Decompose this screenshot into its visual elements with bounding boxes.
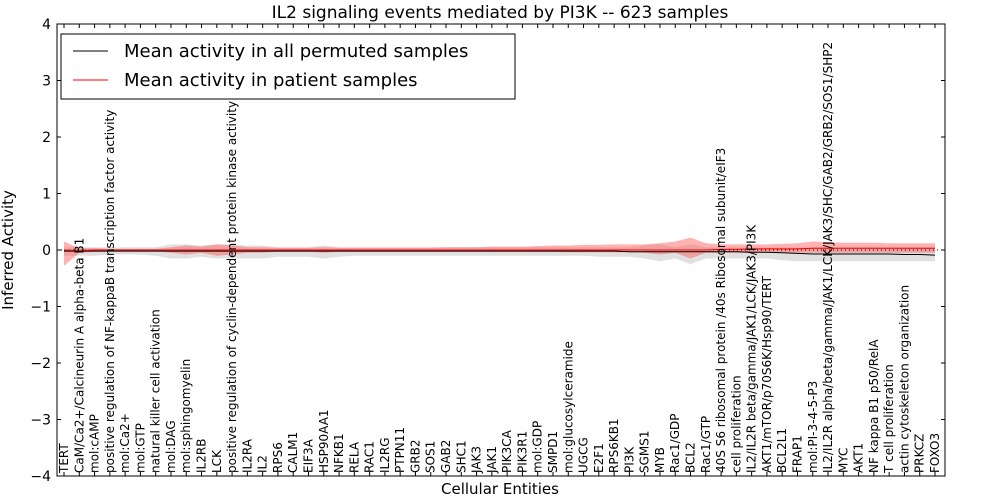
- x-tick-label: PTPN11: [393, 427, 407, 473]
- x-tick-label: E2F1: [592, 443, 606, 473]
- x-tick-label: NFKB1: [332, 433, 346, 473]
- legend-label-permuted: Mean activity in all permuted samples: [124, 41, 468, 62]
- x-tick-label: actin cytoskeleton organization: [897, 285, 911, 473]
- x-tick-label: T cell proliferation: [882, 364, 896, 474]
- x-tick-label: PIK3R1: [515, 431, 529, 473]
- x-tick-label: cell proliferation: [729, 375, 743, 473]
- y-tick-label: −2: [30, 356, 51, 372]
- x-tick-label: MYC: [836, 448, 850, 473]
- x-tick-label: mol:cAMP: [88, 414, 102, 473]
- x-tick-label: AKT1/mTOR/p70S6K/Hsp90/TERT: [760, 275, 774, 473]
- x-tick-label: TERT: [57, 443, 71, 474]
- x-tick-label: GRB2: [409, 439, 423, 473]
- y-tick-label: −3: [30, 413, 51, 429]
- x-tick-label: IL2RG: [378, 438, 392, 474]
- x-tick-label: PIK3CA: [500, 429, 514, 473]
- x-tick-label: positive regulation of cyclin-dependent …: [225, 101, 239, 473]
- line-series-0: [64, 250, 936, 256]
- x-tick-label: SHC1: [454, 440, 468, 473]
- chart-title: IL2 signaling events mediated by PI3K --…: [272, 3, 729, 23]
- x-tick-label: 40S S6 ribosomal protein /40s Ribosomal …: [714, 148, 728, 473]
- x-tick-label: JAK3: [470, 446, 484, 474]
- x-tick-label: AKT1: [852, 443, 866, 473]
- x-tick-label: MYB: [653, 447, 667, 473]
- x-tick-label: mol:sphingomyelin: [179, 359, 193, 473]
- x-tick-label: RPS6KB1: [607, 418, 621, 473]
- x-tick-label: IL2RA: [240, 438, 254, 473]
- y-tick-label: 2: [42, 130, 51, 146]
- x-tick-label: FRAP1: [791, 435, 805, 473]
- x-tick-label: IL2/IL2R beta/gamma/JAK1/LCK/JAK3/PI3K: [745, 224, 759, 473]
- x-tick-label: IL2RB: [195, 439, 209, 473]
- x-tick-label: mol:glucosylceramide: [561, 341, 575, 473]
- x-tick-label: mol:GTP: [133, 423, 147, 473]
- series-lines: [57, 247, 945, 256]
- x-tick-label: Rac1/GDP: [668, 414, 682, 473]
- y-tick-label: 1: [42, 187, 51, 203]
- band-series-1: [64, 237, 935, 266]
- x-tick-label: mol:Ca2+: [118, 413, 132, 473]
- legend-label-patient: Mean activity in patient samples: [124, 70, 418, 91]
- x-tick-label: SOS1: [424, 441, 438, 473]
- x-tick-label: RAC1: [363, 441, 377, 473]
- x-tick-label: EIF3A: [302, 438, 316, 473]
- x-tick-label: HSP90AA1: [317, 409, 331, 473]
- x-tick-label: BCL2L1: [775, 428, 789, 473]
- y-tick-label: −4: [30, 469, 51, 485]
- x-tick-label: GAB2: [439, 440, 453, 473]
- x-tick-label: mol:DAG: [164, 420, 178, 473]
- x-axis: TERT CaM/Ca2+/Calcineurin A alpha-beta B1…: [57, 24, 942, 476]
- x-tick-label: LCK: [210, 449, 224, 473]
- x-tick-label: Rac1/GTP: [699, 416, 713, 473]
- y-tick-label: −1: [30, 300, 51, 316]
- y-axis: −4 −3 −2 −1 0 1 2 3 4: [30, 17, 945, 485]
- x-tick-label: IL2/IL2R alpha/beta/gamma/JAK1/LCK/JAK3/…: [821, 42, 835, 473]
- x-tick-label: PRKCZ: [913, 434, 927, 473]
- x-tick-label: NF kappa B1 p50/RelA: [867, 339, 881, 473]
- plot-frame: [56, 23, 946, 477]
- x-tick-label: UGCG: [577, 437, 591, 473]
- x-tick-label: mol:PI-3-4-5-P3: [806, 381, 820, 473]
- x-tick-label: natural killer cell activation: [149, 309, 163, 473]
- x-tick-label: RPS6: [271, 442, 285, 473]
- x-tick-label: SGMS1: [638, 430, 652, 473]
- y-tick-label: 3: [42, 74, 51, 90]
- y-tick-label: 4: [42, 17, 51, 33]
- x-tick-label: IL2: [256, 455, 270, 473]
- x-tick-label: CALM1: [286, 432, 300, 473]
- x-tick-label: BCL2: [684, 442, 698, 473]
- legend: Mean activity in all permuted samples Me…: [60, 33, 516, 100]
- line-series-1: [63, 247, 935, 252]
- x-tick-label: SMPD1: [546, 431, 560, 473]
- y-tick-label: 0: [42, 243, 51, 259]
- x-axis-label: Cellular Entities: [441, 480, 559, 498]
- x-tick-label: JAK1: [485, 446, 499, 474]
- x-tick-label: FOXO3: [928, 433, 942, 473]
- x-tick-label: RELA: [347, 441, 361, 473]
- x-tick-label: mol:GDP: [531, 421, 545, 473]
- x-tick-label: CaM/Ca2+/Calcineurin A alpha-beta B1: [72, 238, 86, 473]
- y-axis-label: Inferred Activity: [0, 190, 17, 310]
- x-tick-label: positive regulation of NF-kappaB transcr…: [103, 110, 117, 473]
- legend-box: [60, 33, 516, 100]
- x-tick-label: PI3K: [622, 446, 636, 473]
